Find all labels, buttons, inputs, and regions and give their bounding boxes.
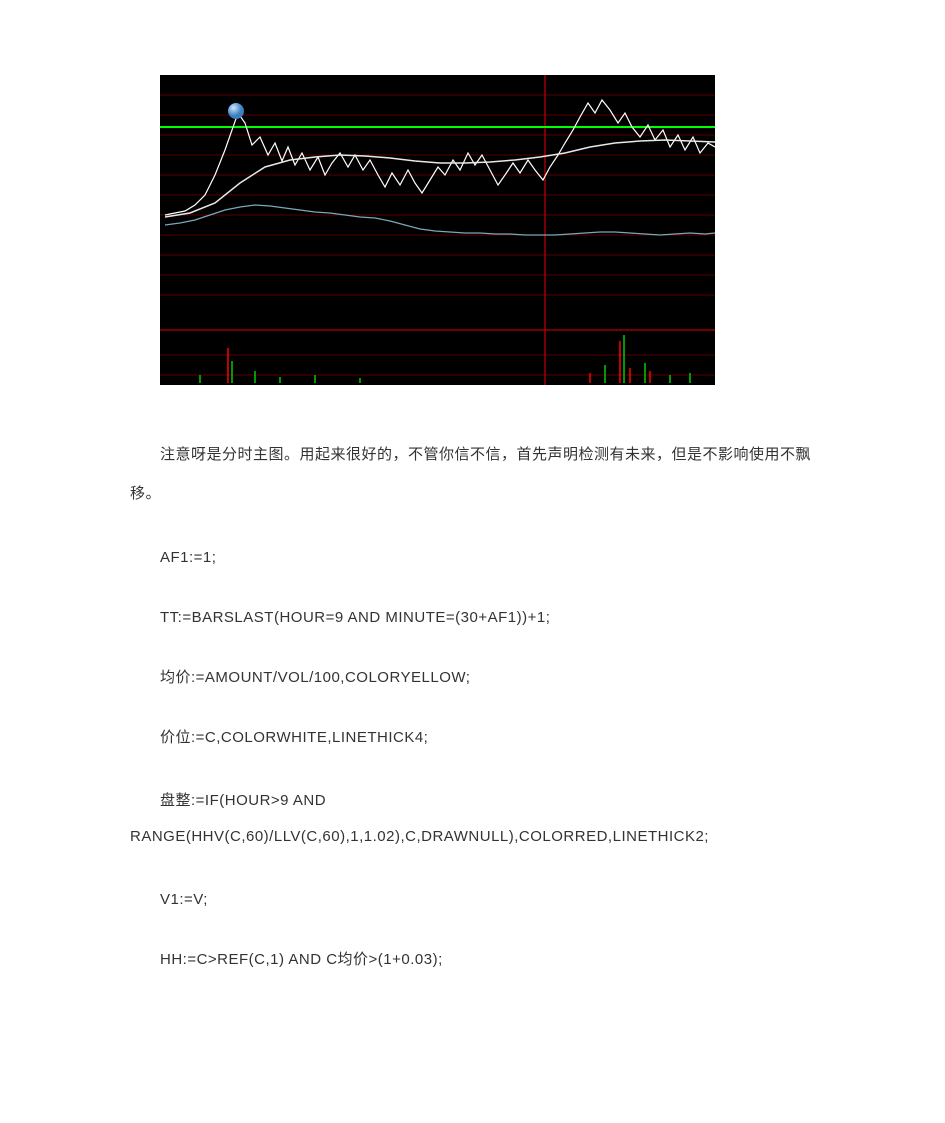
- code-line-consolidation-a: 盘整:=IF(HOUR>9 AND: [130, 783, 815, 819]
- code-line-avgprice: 均价:=AMOUNT/VOL/100,COLORYELLOW;: [130, 663, 815, 693]
- code-line-af1: AF1:=1;: [130, 543, 815, 573]
- chart-wrapper: [160, 75, 815, 385]
- intro-paragraph: 注意呀是分时主图。用起来很好的，不管你信不信，首先声明检测有未来，但是不影响使用…: [130, 435, 815, 513]
- code-line-price: 价位:=C,COLORWHITE,LINETHICK4;: [130, 723, 815, 753]
- intraday-chart: [160, 75, 715, 385]
- code-line-hh: HH:=C>REF(C,1) AND C均价>(1+0.03);: [130, 945, 815, 975]
- code-line-consolidation: 盘整:=IF(HOUR>9 AND RANGE(HHV(C,60)/LLV(C,…: [130, 783, 815, 855]
- code-line-consolidation-b: RANGE(HHV(C,60)/LLV(C,60),1,1.02),C,DRAW…: [130, 819, 815, 855]
- page-container: 注意呀是分时主图。用起来很好的，不管你信不信，首先声明检测有未来，但是不影响使用…: [0, 0, 945, 1045]
- code-line-tt: TT:=BARSLAST(HOUR=9 AND MINUTE=(30+AF1))…: [130, 603, 815, 633]
- chart-canvas: [160, 75, 715, 385]
- code-line-v1: V1:=V;: [130, 885, 815, 915]
